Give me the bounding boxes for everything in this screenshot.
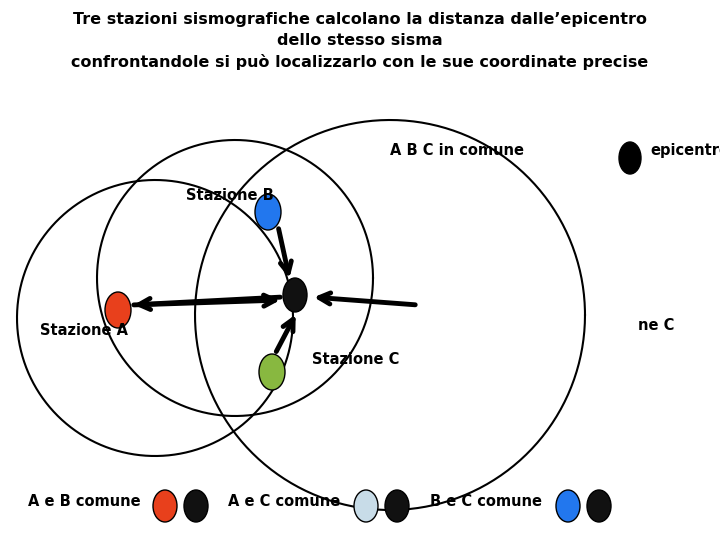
Ellipse shape xyxy=(153,490,177,522)
Text: epicentro: epicentro xyxy=(650,143,720,158)
Text: Stazione B: Stazione B xyxy=(186,188,274,203)
Ellipse shape xyxy=(619,142,641,174)
Text: Stazione C: Stazione C xyxy=(312,352,400,367)
Ellipse shape xyxy=(255,194,281,230)
Text: ne C: ne C xyxy=(638,318,675,333)
Ellipse shape xyxy=(354,490,378,522)
Ellipse shape xyxy=(105,292,131,328)
Ellipse shape xyxy=(385,490,409,522)
Text: A e B comune: A e B comune xyxy=(28,494,140,509)
Ellipse shape xyxy=(283,278,307,312)
Text: Tre stazioni sismografiche calcolano la distanza dalle’epicentro
dello stesso si: Tre stazioni sismografiche calcolano la … xyxy=(71,12,649,71)
Text: A e C comune: A e C comune xyxy=(228,494,341,509)
Ellipse shape xyxy=(259,354,285,390)
Ellipse shape xyxy=(184,490,208,522)
Text: A B C in comune: A B C in comune xyxy=(390,143,524,158)
Ellipse shape xyxy=(587,490,611,522)
Text: Stazione A: Stazione A xyxy=(40,323,128,338)
Text: B e C comune: B e C comune xyxy=(430,494,542,509)
Ellipse shape xyxy=(556,490,580,522)
